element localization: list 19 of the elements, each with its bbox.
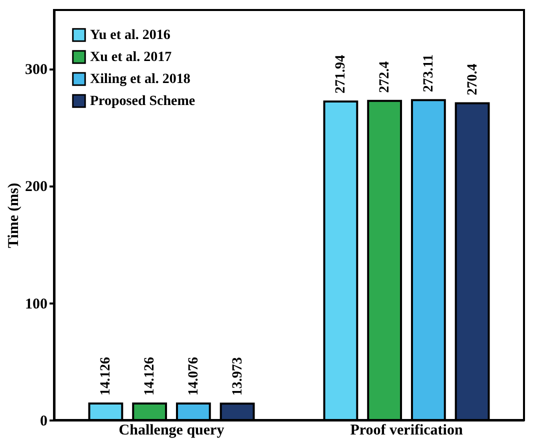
legend-label: Xu et al. 2017 xyxy=(90,50,172,65)
legend-label: Xiling et al. 2018 xyxy=(90,72,190,87)
y-tick-label: 200 xyxy=(25,179,48,196)
y-tick-label: 0 xyxy=(40,414,48,430)
x-tick-label: Challenge query xyxy=(118,422,225,438)
x-tick-label: Proof verification xyxy=(350,422,464,438)
data-label: 14.126 xyxy=(98,356,114,396)
y-axis-title: Time (ms) xyxy=(6,182,22,248)
data-label: 14.126 xyxy=(142,356,158,396)
legend-label: Yu et al. 2016 xyxy=(90,28,170,43)
data-label: 273.11 xyxy=(421,54,436,92)
data-label: 270.4 xyxy=(465,64,480,96)
y-tick-label: 300 xyxy=(25,62,48,78)
data-label: 14.076 xyxy=(186,357,202,396)
legend-label: Proposed Scheme xyxy=(90,94,196,109)
data-label: 271.94 xyxy=(334,54,349,94)
data-label: 13.973 xyxy=(230,357,246,396)
data-label: 272.4 xyxy=(378,61,393,93)
y-tick-label: 100 xyxy=(25,296,48,312)
